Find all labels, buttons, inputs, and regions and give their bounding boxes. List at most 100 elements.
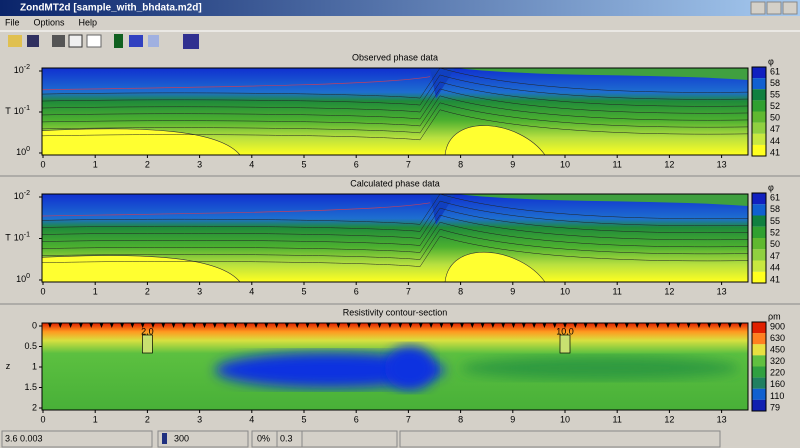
tick-base: 10 [14, 65, 24, 75]
y-tick-label: 0 [32, 320, 37, 330]
tick-exponent: -2 [24, 64, 30, 71]
colorbar-label: 50 [770, 113, 780, 123]
save-icon[interactable] [27, 35, 39, 47]
y-tick-label: 10-1 [14, 105, 30, 117]
contour-high [444, 125, 546, 156]
x-tick-label: 1 [93, 286, 98, 296]
menu-item[interactable]: File [5, 17, 20, 27]
contour-right [455, 68, 748, 80]
contour-line [41, 102, 749, 134]
station-marker [89, 323, 94, 328]
station-marker [48, 323, 52, 328]
colorbar-cell [752, 388, 766, 400]
x-tick-label: 12 [664, 159, 674, 169]
contour-line [41, 207, 749, 239]
x-tick-label: 9 [510, 414, 515, 424]
x-tick-label: 4 [249, 286, 254, 296]
maximize-button[interactable] [766, 1, 782, 15]
station-marker [140, 323, 145, 328]
window-buttons[interactable] [750, 1, 798, 15]
x-tick-label: 13 [717, 414, 727, 424]
info-icon [162, 433, 167, 444]
station-marker [243, 323, 248, 328]
station-marker [264, 323, 269, 328]
tick-exponent: -2 [24, 190, 30, 197]
contour-line [41, 228, 749, 260]
contour-plot [41, 193, 749, 283]
x-tick-label: 13 [717, 286, 727, 296]
contour-line [41, 109, 749, 141]
y-tick-label: 10-1 [14, 231, 30, 243]
status-cell [157, 430, 249, 448]
title-bar [0, 0, 800, 16]
station-marker [666, 323, 670, 328]
x-tick-label: 9 [510, 159, 515, 169]
x-tick-label: 2 [145, 159, 150, 169]
tick-exponent: 0 [26, 146, 30, 153]
station-marker [212, 323, 217, 328]
station-marker [58, 323, 63, 328]
station-marker [377, 323, 382, 328]
colorbar-cell [752, 238, 766, 250]
status-text: 0.3 [280, 433, 293, 443]
y-tick-label: 10-2 [14, 64, 30, 76]
station-marker [202, 323, 207, 328]
station-marker [223, 323, 228, 328]
menu-item[interactable]: Help [79, 17, 98, 27]
x-tick-label: 3 [197, 159, 202, 169]
wave-icon[interactable] [129, 35, 143, 47]
graph-icon[interactable] [86, 34, 102, 48]
colorbar-cell [752, 333, 766, 345]
close-button[interactable] [782, 1, 798, 15]
station-marker [418, 323, 423, 328]
colorbar-unit: ρm [768, 311, 781, 321]
station-marker [470, 323, 475, 328]
colorbar-cell [752, 122, 766, 134]
station-marker [490, 323, 495, 328]
x-tick-label: 8 [458, 286, 463, 296]
undo-icon[interactable] [148, 35, 159, 47]
station-marker [233, 323, 238, 328]
contour-low [430, 68, 455, 99]
tools-icon[interactable] [52, 35, 65, 47]
station-marker [274, 323, 279, 328]
table-icon[interactable] [68, 34, 83, 48]
colorbar-label: 320 [770, 356, 785, 366]
contour-line [41, 81, 749, 113]
axis-label: T [5, 232, 11, 242]
x-tick-label: 12 [664, 286, 674, 296]
station-marker [449, 323, 454, 328]
open-icon[interactable] [8, 35, 22, 47]
station-marker [78, 323, 83, 328]
help-icon[interactable] [183, 34, 199, 49]
colorbar-label: 58 [770, 78, 780, 88]
station-marker [315, 323, 320, 328]
x-tick-label: 2 [145, 414, 150, 424]
colorbar-label: 44 [770, 136, 780, 146]
station-marker [326, 323, 331, 328]
colorbar-label: 900 [770, 321, 785, 331]
station-marker [717, 323, 722, 328]
station-marker [346, 323, 351, 328]
station-marker [398, 323, 403, 328]
colorbar-label: 47 [770, 251, 780, 261]
station-marker [295, 323, 300, 328]
menu-item[interactable]: Options [34, 17, 66, 27]
tick-exponent: 0 [26, 273, 30, 280]
x-tick-label: 6 [354, 159, 359, 169]
y-tick-label: 100 [16, 146, 30, 158]
station-marker [563, 323, 567, 328]
minimize-button[interactable] [750, 1, 766, 15]
colorbar-frame [751, 192, 767, 284]
x-tick-label: 6 [354, 286, 359, 296]
contour-high [444, 251, 546, 283]
model-icon[interactable] [114, 34, 123, 48]
colorbar-cell [752, 133, 766, 145]
station-marker [573, 323, 578, 328]
colorbar-frame [751, 321, 767, 412]
medium-resistivity [460, 356, 740, 380]
low-resistivity [385, 346, 435, 390]
station-marker [408, 323, 413, 328]
contour-line [41, 88, 749, 120]
